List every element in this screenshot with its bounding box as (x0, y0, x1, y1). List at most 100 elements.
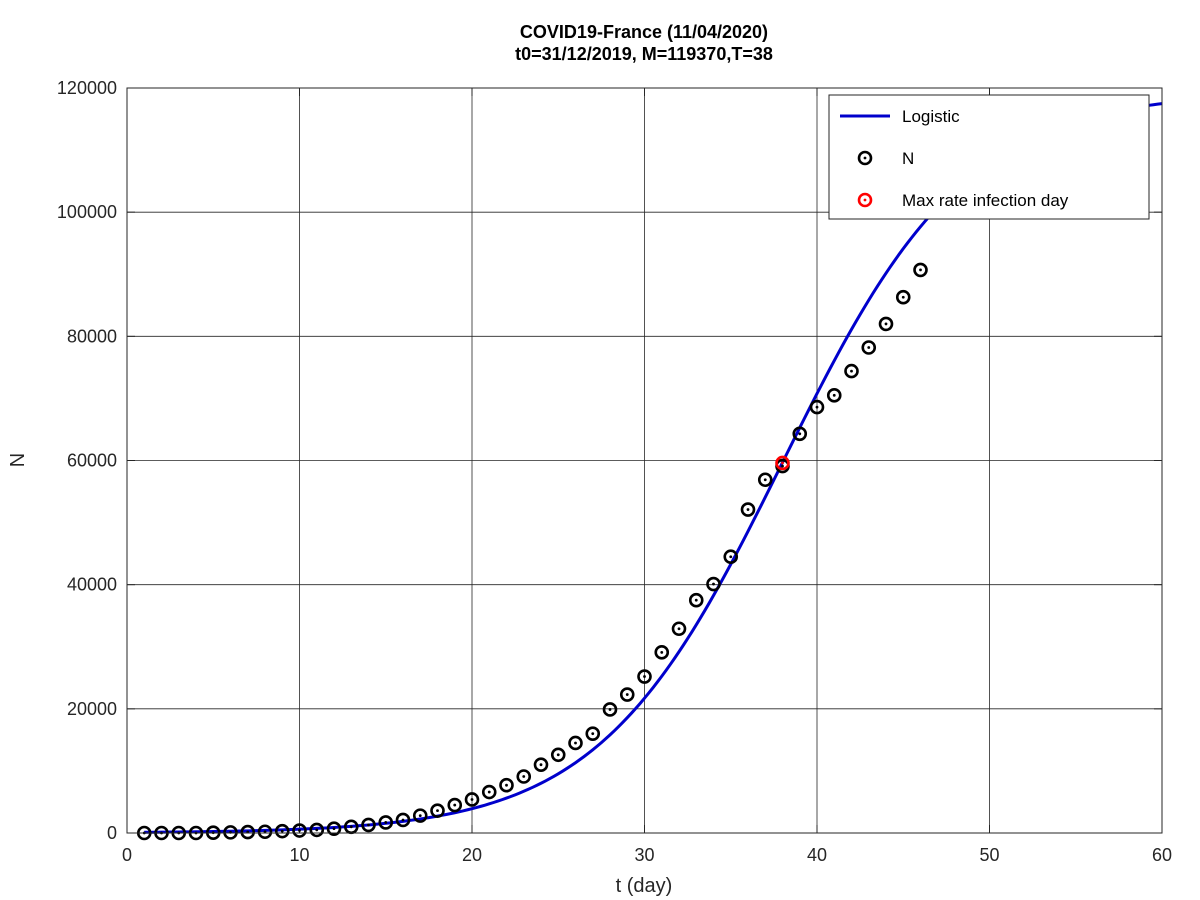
n-data-point (361, 817, 376, 833)
chart-title: COVID19-France (11/04/2020) (520, 22, 768, 42)
n-data-point (585, 726, 601, 741)
n-data-point (533, 757, 549, 773)
n-data-point (826, 388, 842, 403)
n-data-point-center (263, 830, 267, 834)
n-data-point-center (591, 732, 595, 736)
n-data-point (706, 576, 721, 592)
n-data-point (326, 821, 342, 836)
n-data-point (292, 823, 307, 838)
n-data-point-center (608, 708, 612, 711)
n-data-point (481, 784, 497, 800)
y-axis-label: N (7, 453, 29, 467)
chart-subtitle: t0=31/12/2019, M=119370,T=38 (515, 44, 773, 64)
n-data-point-center (919, 268, 922, 272)
n-data-point (792, 426, 808, 442)
n-data-point-center (781, 464, 784, 468)
max-rate-point-center (781, 461, 784, 465)
max-rate-point (775, 455, 790, 471)
y-tick-label: 60000 (67, 451, 117, 471)
n-data-point (895, 289, 911, 305)
n-data-point-center (280, 829, 284, 833)
legend-n-label: N (902, 149, 914, 168)
n-data-point (257, 824, 273, 840)
y-tick-label: 20000 (67, 699, 117, 719)
legend-logistic-label: Logistic (902, 107, 960, 126)
n-data-point-center (298, 829, 301, 832)
n-data-point-center (625, 693, 629, 696)
n-data-point (499, 777, 514, 793)
n-data-point-center (522, 775, 526, 778)
n-data-point (861, 340, 877, 355)
y-tick-label: 100000 (57, 202, 117, 222)
legend-max-rate-marker (857, 192, 873, 208)
n-data-point-center (315, 828, 319, 832)
n-data-point-center (436, 809, 439, 813)
n-data-point-center (729, 555, 733, 559)
n-data-point-center (832, 393, 836, 397)
n-data-point (378, 815, 394, 830)
n-data-point (395, 812, 411, 828)
n-data-point (809, 399, 825, 415)
n-data-point (447, 797, 463, 813)
n-data-point-center (401, 818, 405, 822)
n-data-point-center (884, 322, 888, 326)
n-data-point-center (815, 405, 819, 409)
y-tick-label: 40000 (67, 575, 117, 595)
x-axis-label: t (day) (616, 875, 673, 897)
n-data-point-center (574, 741, 577, 745)
x-tick-label: 10 (289, 845, 309, 865)
n-data-point-center (763, 478, 767, 482)
n-data-point (274, 823, 290, 839)
n-data-point-center (332, 827, 336, 831)
n-data-point-center (694, 598, 698, 602)
n-data-point (602, 702, 618, 717)
n-data-point-center (556, 753, 560, 757)
n-data-point (654, 645, 670, 660)
n-data-point-center (901, 295, 905, 299)
n-data-point (516, 769, 532, 784)
n-data-point (637, 669, 652, 684)
x-tick-label: 20 (462, 845, 482, 865)
n-data-point-center (660, 650, 664, 654)
n-data-point-center (470, 798, 474, 801)
n-data-point (723, 549, 739, 565)
y-tick-label: 0 (107, 823, 117, 843)
legend: Logistic N Max rate infection day (828, 94, 1150, 220)
n-data-point-center (677, 627, 681, 631)
n-data-point (740, 502, 756, 517)
legend-n-marker-dot (863, 156, 867, 160)
x-tick-label: 50 (979, 845, 999, 865)
n-data-point-center (712, 582, 715, 586)
n-data-point-center (349, 825, 353, 829)
x-tick-label: 60 (1152, 845, 1172, 865)
n-data-point-center (867, 346, 871, 349)
x-tick-label: 0 (122, 845, 132, 865)
n-data-point (550, 747, 566, 763)
n-data-point-center (384, 821, 388, 824)
plot-frame (126, 87, 1163, 834)
n-data-point (844, 363, 859, 379)
x-tick-label: 30 (634, 845, 654, 865)
n-data-point-center (453, 803, 457, 807)
n-data-point (619, 687, 635, 702)
n-data-point (464, 792, 480, 807)
legend-max-rate-marker-dot (863, 198, 867, 202)
n-data-point (878, 316, 894, 332)
n-data-point (671, 621, 687, 637)
ticks: 0 10 20 30 40 50 60 0 20000 40000 60000 80000 100000… (57, 78, 1172, 865)
n-data-point-center (487, 790, 491, 794)
n-data-point (240, 824, 256, 840)
n-data-point-center (850, 369, 853, 373)
n-data-point (412, 808, 428, 823)
legend-max-rate-label: Max rate infection day (902, 191, 1069, 210)
n-data-point (430, 803, 445, 818)
n-data-point-center (505, 783, 508, 787)
n-data-point (568, 735, 583, 751)
n-data-point (688, 592, 704, 608)
x-tick-label: 40 (807, 845, 827, 865)
n-data-point-center (539, 763, 543, 767)
n-data-point (309, 822, 325, 838)
data-markers (136, 262, 928, 841)
